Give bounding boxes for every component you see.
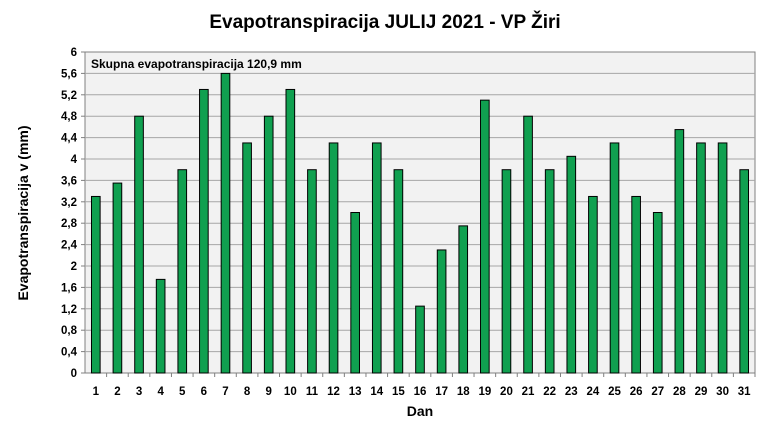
bar-day-31 [739,169,750,374]
x-tick-label: 19 [478,386,491,398]
bar-day-10 [285,88,296,374]
bar-day-15 [393,169,404,374]
y-tick-label: 2,4 [61,240,78,252]
bar-day-1 [90,195,101,374]
bar-day-30 [717,142,728,374]
x-tick-label: 21 [522,386,535,398]
bar-day-14 [371,142,382,374]
bar-day-18 [458,225,469,374]
x-tick-label: 5 [179,386,186,398]
bar-day-9 [263,115,274,374]
bar-day-13 [350,212,360,374]
x-tick-label: 24 [587,386,600,398]
y-tick-label: 0,8 [61,325,78,337]
bar-day-25 [609,142,620,374]
y-tick-label: 5,6 [61,68,77,80]
x-tick-label: 18 [457,386,470,398]
total-annotation: Skupna evapotranspiracija 120,9 mm [91,57,302,71]
y-tick-label: 4 [71,154,78,166]
bar-day-28 [674,129,685,374]
x-tick-label: 11 [306,386,319,398]
bar-day-24 [588,195,598,374]
bar-day-27 [652,212,663,374]
x-tick-label: 3 [136,386,142,398]
x-tick-label: 9 [266,386,272,398]
bar-day-20 [501,169,512,374]
x-tick-label: 16 [414,386,427,398]
x-tick-label: 31 [738,386,751,398]
chart-title: Evapotranspiracija JULIJ 2021 - VP Žiri [209,11,560,33]
x-tick-label: 22 [543,386,556,398]
x-tick-label: 2 [114,386,120,398]
x-tick-label: 4 [157,386,164,398]
x-tick-label: 20 [500,386,513,398]
gridlines [85,72,755,353]
bar-day-19 [480,99,490,374]
y-tick-label: 1,2 [61,304,77,316]
y-tick-label: 1,6 [61,282,77,294]
x-tick-labels: 1 2 3 4 5 6 7 8 9 10 11 12 13 14 15 16 17 18 19 20 21 22 23 24 2… [93,373,756,398]
x-tick-label: 27 [651,386,664,398]
bar-day-22 [544,169,555,374]
y-tick-labels: 0 0,4 0,8 1,2 1,6 2 2,4 2,8 3,2 3,6 4 4,4 4,8 5,2 5,6 6 [61,47,85,380]
y-tick-label: 3,6 [61,175,77,187]
bar-day-12 [328,142,339,374]
x-tick-label: 15 [392,386,405,398]
bar-day-29 [696,142,706,374]
x-tick-label: 26 [630,386,643,398]
bar-day-8 [242,142,252,374]
bar-day-5 [177,169,188,374]
x-tick-label: 28 [673,386,686,398]
bar-day-17 [436,249,447,374]
bar-day-3 [134,115,144,374]
y-tick-label: 0,4 [61,347,78,359]
x-tick-label: 1 [93,386,100,398]
y-tick-label: 0 [71,368,77,380]
x-tick-label: 13 [349,386,362,398]
x-tick-label: 8 [244,386,251,398]
x-axis-title: Dan [407,403,433,419]
x-tick-label: 29 [695,386,708,398]
bar-day-11 [307,169,317,374]
x-tick-label: 12 [327,386,340,398]
y-tick-label: 5,2 [61,90,77,102]
bar-day-26 [631,195,641,374]
x-tick-label: 30 [716,386,729,398]
bars [90,72,750,374]
y-tick-label: 2,8 [61,218,78,230]
y-tick-label: 4,8 [61,111,78,123]
bar-day-7 [220,72,231,374]
x-tick-label: 10 [284,386,297,398]
x-tick-label: 6 [201,386,207,398]
x-tick-label: 17 [435,386,448,398]
bar-day-16 [415,305,425,374]
y-axis-title: Evapotranspiracija v (mm) [15,125,31,300]
bar-day-2 [112,182,123,374]
y-tick-label: 6 [71,47,77,59]
bar-day-21 [523,115,533,374]
y-tick-label: 2 [71,261,77,273]
x-tick-label: 14 [370,386,383,398]
y-tick-label: 4,4 [61,133,78,145]
bar-day-6 [199,88,209,374]
x-tick-label: 25 [608,386,621,398]
bar-day-4 [155,278,166,374]
bar-day-23 [566,155,577,374]
x-tick-label: 23 [565,386,578,398]
x-tick-label: 7 [222,386,228,398]
y-tick-label: 3,2 [61,197,77,209]
